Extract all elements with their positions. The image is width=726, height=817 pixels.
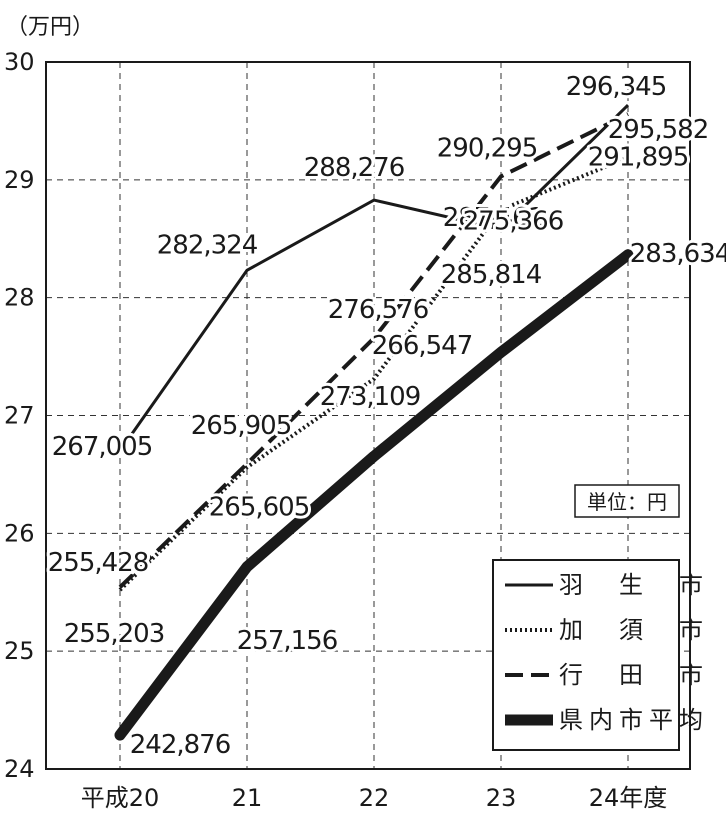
data-label-halo: 290,295 [437, 133, 538, 163]
data-label-halo: 242,876 [130, 730, 231, 760]
x-tick-label: 平成20 [81, 784, 160, 812]
series-line-hanyu [118, 104, 630, 452]
y-tick-label: 28 [4, 284, 35, 312]
data-label-halo: 276,576 [328, 295, 429, 325]
series-line-kazo [118, 155, 629, 592]
data-label-kazo: 291,895 [588, 143, 689, 173]
data-label-halo: 287,461 [443, 203, 544, 233]
data-label-average: 257,156 [237, 626, 338, 656]
data-label-halo: 285,814 [441, 260, 542, 290]
x-tick-label: 24年度 [589, 784, 668, 812]
series-lines [114, 104, 634, 741]
data-label-gyoda: 290,295 [437, 133, 538, 163]
series-line-gyoda [118, 112, 629, 589]
legend-label-gyoda: 行 田 市 [559, 661, 709, 689]
y-tick-label: 25 [4, 637, 35, 665]
data-label-average: 266,547 [372, 331, 473, 361]
data-label-halo: 267,005 [52, 432, 153, 462]
unit-note-box: 単位：円 [574, 484, 680, 518]
x-tick-label: 23 [486, 784, 517, 812]
data-label-gyoda: 255,428 [48, 548, 149, 578]
data-label-hanyu: 285,814 [441, 260, 542, 290]
data-label-average: 275,366 [463, 206, 564, 236]
data-label-halo: 295,582 [608, 115, 709, 145]
y-tick-label: 24 [4, 755, 35, 783]
data-label-gyoda: 295,582 [608, 115, 709, 145]
data-label-hanyu: 267,005 [52, 432, 153, 462]
legend-label-average: 県内市平均 [559, 706, 709, 734]
y-tick-label: 26 [4, 519, 35, 547]
data-label-halo: 282,324 [157, 230, 258, 260]
plot-frame [45, 61, 691, 770]
data-label-kazo: 287,461 [443, 203, 544, 233]
grid-lines [46, 62, 690, 769]
data-label-halo: 296,345 [566, 72, 667, 102]
data-label-halo: 283,634 [630, 239, 726, 269]
data-label-kazo: 255,203 [64, 619, 165, 649]
y-tick-label: 30 [4, 48, 35, 76]
data-label-halo: 273,109 [320, 382, 421, 412]
y-tick-label: 27 [4, 402, 35, 430]
data-label-average: 283,634 [630, 239, 726, 269]
legend-label-kazo: 加 須 市 [559, 616, 709, 644]
data-label-halo: 265,905 [191, 411, 292, 441]
data-label-kazo: 273,109 [320, 382, 421, 412]
x-tick-label: 22 [359, 784, 390, 812]
data-label-halo: 255,203 [64, 619, 165, 649]
data-label-halo: 257,156 [237, 626, 338, 656]
data-label-gyoda: 276,576 [328, 295, 429, 325]
data-label-halo: 255,428 [48, 548, 149, 578]
y-tick-label: 29 [4, 166, 35, 194]
legend-label-hanyu: 羽 生 市 [559, 571, 709, 599]
data-label-gyoda: 265,905 [191, 411, 292, 441]
axes: 24 25 26 27 28 29 30 平成20 21 22 23 24年度 [4, 48, 691, 812]
y-axis-unit-label: （万円） [6, 15, 94, 40]
x-tick-label: 21 [232, 784, 263, 812]
data-label-hanyu: 296,345 [566, 72, 667, 102]
data-labels: 267,005267,005282,324282,324288,276288,2… [45, 69, 726, 763]
data-label-kazo: 265,605 [209, 492, 310, 522]
data-label-halo: 266,547 [372, 331, 473, 361]
data-label-halo: 265,605 [209, 492, 310, 522]
series-line-average [114, 249, 634, 741]
data-label-hanyu: 282,324 [157, 230, 258, 260]
data-label-hanyu: 288,276 [304, 153, 405, 183]
data-label-halo: 288,276 [304, 153, 405, 183]
unit-note: 単位：円 [587, 490, 667, 514]
data-label-average: 242,876 [130, 730, 231, 760]
data-label-halo: 275,366 [463, 206, 564, 236]
data-label-halo: 291,895 [588, 143, 689, 173]
